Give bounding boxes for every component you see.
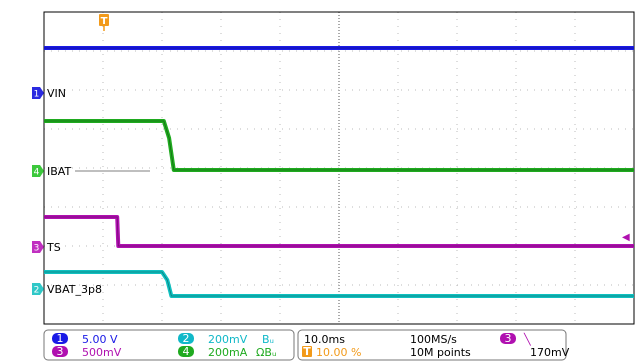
trigger-slope-icon: ╲ (523, 332, 532, 346)
readout-panel: 1 5.00 V 3 500mV 2 200mV Bᵤ 4 200mA ΩBᵤ … (43, 329, 570, 361)
trigger-channel: 3 (505, 332, 512, 345)
ch1-badge: 1 (57, 332, 64, 345)
ch4-readout: 4 200mA ΩBᵤ (178, 345, 276, 359)
traces (44, 46, 634, 298)
channel-name-ibat: IBAT (47, 165, 71, 178)
channel-number-3: 3 (34, 244, 40, 254)
ch2-bandwidth-icon: Bᵤ (262, 333, 274, 346)
channel-flag-4 (32, 165, 44, 177)
ch3-scale: 500mV (82, 346, 122, 359)
trigger-position-marker: T (99, 14, 109, 31)
ch2-badge: 2 (183, 332, 190, 345)
ch4-termination-icon: ΩBᵤ (256, 346, 276, 359)
trace-core-ts (44, 216, 634, 247)
trace-ibat (44, 119, 634, 172)
channel-label-ibat: 4 IBAT (32, 165, 150, 178)
ch2-readout: 2 200mV Bᵤ (178, 332, 274, 346)
channel-number-4: 4 (34, 168, 40, 178)
ch4-badge: 4 (183, 345, 190, 358)
trace-ts (44, 215, 634, 248)
channel-label-vbat_3p8: 2 VBAT_3p8 (32, 283, 102, 296)
sample-rate: 100MS/s (410, 333, 457, 346)
channel-name-vbat_3p8: VBAT_3p8 (47, 283, 102, 296)
channel-number-2: 2 (34, 286, 40, 296)
ch1-readout: 1 5.00 V (52, 332, 118, 346)
trigger-position: 10.00 % (316, 346, 361, 359)
channel-flag-1 (32, 87, 44, 99)
ch4-scale: 200mA (208, 346, 248, 359)
trigger-marker-text: T (101, 16, 108, 27)
graticule (44, 12, 634, 324)
channel-readout-box (43, 329, 295, 361)
channel-label-ts: 3 TS (32, 241, 61, 254)
channel-name-ts: TS (46, 241, 61, 254)
record-length: 10M points (410, 346, 471, 359)
horizontal-readout-box (297, 329, 567, 361)
trigger-level: 170mV (530, 346, 570, 359)
channel-number-1: 1 (34, 90, 40, 100)
timebase: 10.0ms (304, 333, 345, 346)
ch3-readout: 3 500mV (52, 345, 122, 359)
channel-label-vin: 1 VIN (32, 87, 66, 100)
channel-flag-2 (32, 283, 44, 295)
trace-vbat_3p8 (44, 270, 634, 298)
trigger-pos-icon-text: T (303, 345, 311, 358)
channel-flag-3 (32, 241, 44, 253)
channel-name-vin: VIN (47, 87, 66, 100)
ch3-badge: 3 (57, 345, 64, 358)
ch2-scale: 200mV (208, 333, 248, 346)
trigger-level-marker: ◀ (622, 232, 630, 243)
trace-core-vbat_3p8 (44, 271, 634, 297)
channel-labels: 1 VIN 4 IBAT 3 TS 2 VBAT_3p8 (32, 87, 150, 296)
trigger-pos-icon (302, 346, 312, 357)
trigger-channel-badge (500, 333, 516, 344)
ch1-scale: 5.00 V (82, 333, 118, 346)
trace-core-ibat (44, 120, 634, 171)
